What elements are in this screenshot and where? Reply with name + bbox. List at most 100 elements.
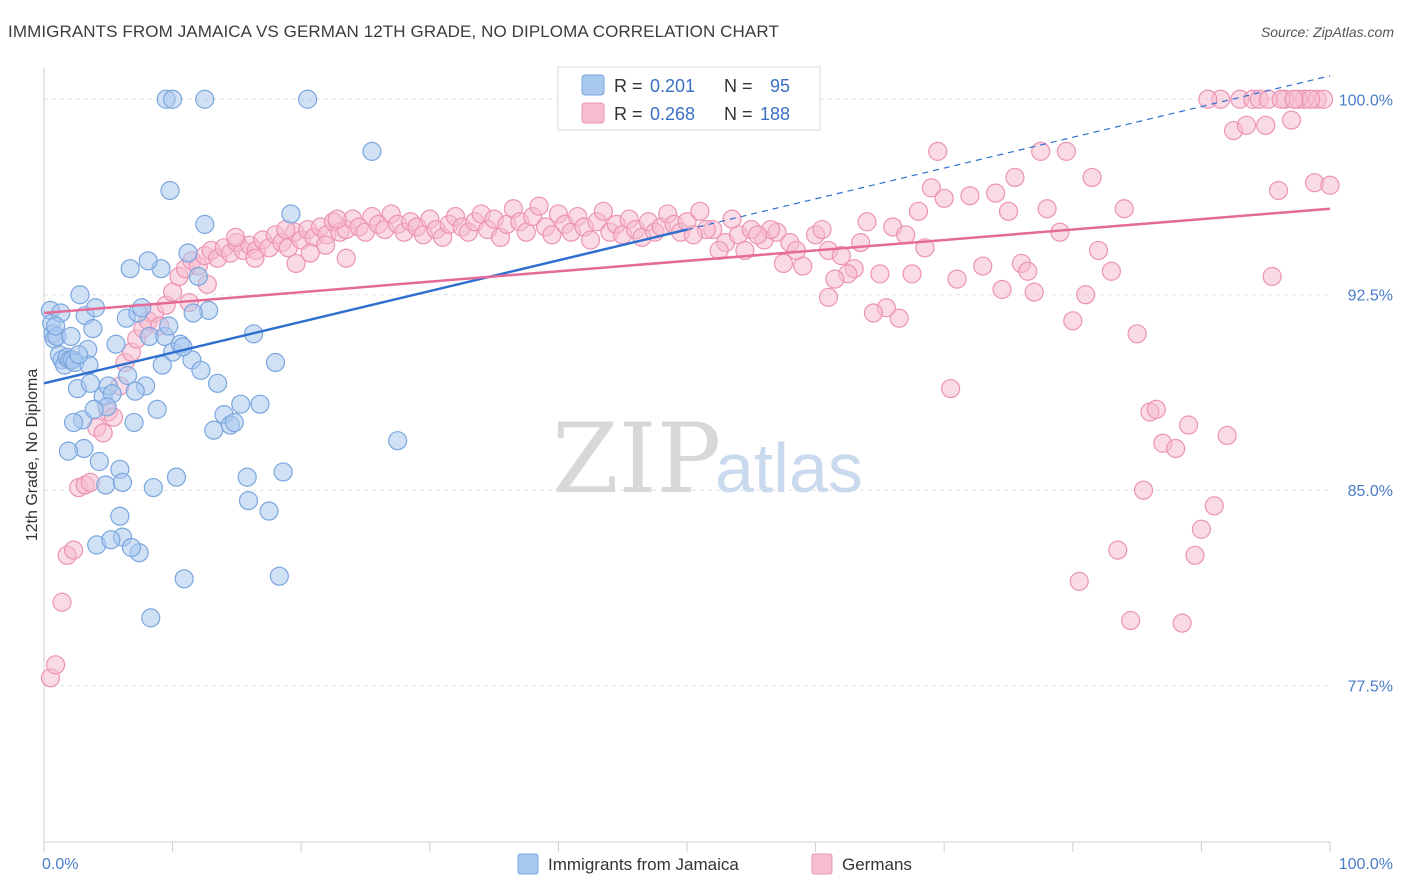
jamaica-point-29 [120, 259, 140, 279]
jamaica-point-49 [204, 420, 224, 440]
germans-point-165 [1018, 261, 1038, 281]
jamaica-point-53 [237, 467, 257, 487]
series-germans-points [40, 89, 1340, 688]
germans-point-186 [1031, 141, 1051, 161]
legend-r-value-jamaica: 0.201 [650, 76, 695, 96]
y-tick-label-1: 92.5% [1348, 288, 1393, 305]
germans-point-121 [934, 188, 954, 208]
germans-point-86 [580, 230, 601, 250]
y-tick-label-0: 100.0% [1339, 92, 1393, 109]
jamaica-point-22 [96, 475, 116, 495]
germans-point-125 [986, 183, 1006, 203]
germans-point-187 [1056, 141, 1076, 161]
y-tick-labels: 100.0% 92.5% 85.0% 77.5% [1339, 92, 1393, 695]
jamaica-point-25 [106, 334, 126, 354]
jamaica-point-83 [69, 345, 89, 365]
germans-point-185 [1005, 167, 1025, 188]
watermark-atlas: atlas [715, 429, 863, 507]
jamaica-point-63 [388, 431, 408, 451]
jamaica-point-70 [63, 412, 84, 433]
trend-lines [43, 75, 1331, 385]
germans-point-188 [1082, 167, 1102, 188]
germans-point-4 [63, 540, 84, 560]
germans-point-208 [245, 248, 265, 268]
germans-point-122 [947, 269, 967, 289]
jamaica-point-69 [58, 441, 79, 461]
germans-point-113 [831, 246, 851, 266]
germans-point-163 [1146, 399, 1166, 419]
jamaica-point-32 [132, 298, 152, 318]
germans-point-189 [928, 141, 948, 161]
jamaica-point-94 [191, 360, 211, 380]
jamaica-point-30 [124, 412, 144, 433]
legend-swatch-germans [581, 102, 605, 124]
germans-point-200 [336, 248, 356, 268]
germans-trend-line [43, 207, 1331, 315]
legend-n-label-jamaica: N = [724, 76, 753, 96]
series-jamaica-points [40, 89, 408, 628]
germans-point-126 [998, 201, 1019, 221]
germans-point-160 [1121, 610, 1141, 631]
series-legend-swatch-germans [811, 853, 833, 875]
jamaica-point-41 [166, 467, 187, 487]
germans-point-162 [1133, 480, 1154, 500]
jamaica-point-66 [195, 89, 215, 109]
jamaica-point-90 [84, 399, 104, 419]
x-tick-label-0: 0.0% [42, 856, 78, 873]
germans-point-172 [851, 233, 871, 253]
germans-point-166 [992, 279, 1012, 300]
jamaica-point-57 [265, 352, 286, 373]
germans-point-139 [1166, 438, 1186, 459]
jamaica-point-58 [269, 566, 289, 586]
germans-point-198 [818, 287, 839, 307]
jamaica-point-85 [152, 355, 172, 375]
germans-point-201 [327, 209, 347, 229]
jamaica-point-74 [141, 608, 161, 628]
chart-source: Source: ZipAtlas.com [1260, 24, 1394, 40]
germans-point-143 [1217, 425, 1237, 446]
germans-point-80 [542, 225, 562, 245]
germans-point-177 [773, 253, 794, 274]
germans-point-161 [1108, 540, 1128, 560]
germans-point-197 [1320, 175, 1340, 195]
germans-point-88 [593, 201, 614, 221]
x-tick-label-1: 100.0% [1339, 856, 1393, 873]
grid-lines [44, 98, 1330, 687]
jamaica-point-89 [238, 491, 259, 511]
jamaica-point-13 [70, 285, 90, 305]
jamaica-point-72 [110, 506, 130, 526]
germans-point-132 [1076, 285, 1096, 305]
germans-point-203 [300, 243, 320, 263]
germans-point-2 [52, 592, 72, 612]
axes [43, 68, 1331, 852]
jamaica-point-56 [259, 501, 279, 521]
germans-point-184 [683, 225, 704, 245]
germans-point-123 [960, 186, 980, 206]
jamaica-point-44 [178, 243, 198, 263]
jamaica-point-52 [231, 394, 251, 414]
jamaica-point-81 [101, 530, 121, 550]
jamaica-point-67 [160, 180, 180, 201]
germans-point-204 [286, 253, 306, 274]
jamaica-point-92 [125, 381, 145, 401]
germans-point-142 [1204, 496, 1224, 516]
jamaica-point-59 [273, 462, 293, 482]
jamaica-point-20 [89, 451, 109, 472]
jamaica-trend-extension [686, 75, 1331, 231]
germans-point-131 [1063, 311, 1083, 331]
jamaica-point-88 [224, 412, 244, 433]
jamaica-point-62 [362, 141, 382, 161]
legend-r-label-germans: R = [614, 104, 643, 124]
germans-point-167 [941, 378, 961, 399]
germans-point-147 [1268, 180, 1289, 201]
germans-point-119 [908, 201, 929, 221]
jamaica-point-61 [298, 89, 318, 109]
germans-point-190 [1172, 613, 1192, 633]
germans-point-199 [863, 303, 884, 323]
germans-point-179 [748, 225, 768, 245]
legend-n-value-germans: 188 [760, 104, 790, 124]
jamaica-point-79 [45, 316, 66, 336]
germans-point-175 [812, 219, 832, 240]
germans-point-196 [1198, 89, 1218, 109]
